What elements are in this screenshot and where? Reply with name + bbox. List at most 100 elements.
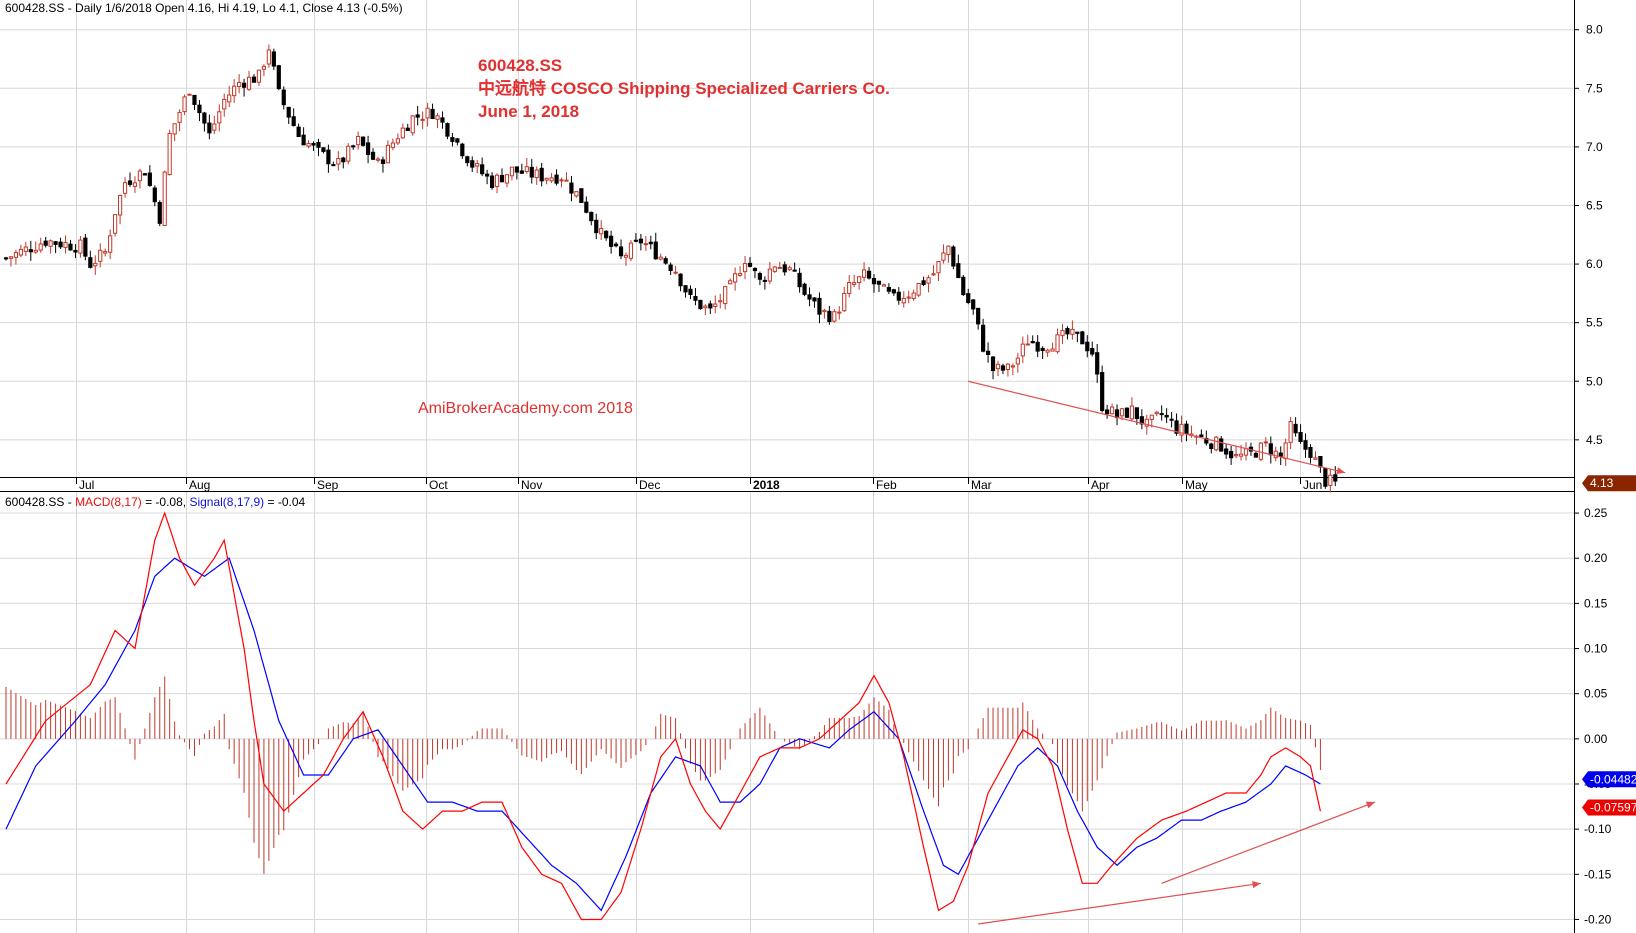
candle-body [1020,343,1025,357]
candle-body [961,276,966,296]
candle [237,74,242,94]
candle [1298,424,1303,444]
candle-body [142,173,147,176]
candle [1109,403,1115,415]
candle-body [1164,414,1169,418]
candle [698,299,703,310]
candle [837,306,842,320]
candle-body [341,157,346,163]
candle [351,144,356,150]
candle-body [306,142,311,147]
candle-body [321,147,326,152]
candle [13,249,19,265]
candle [584,196,589,214]
candle-body [539,167,544,182]
candle-body [1328,474,1333,486]
candle-body [430,108,435,120]
candle-body [990,356,996,372]
candle [871,274,877,293]
candle-body [177,111,182,123]
price-header-description: - Daily 1/6/2018 Open 4.16, Hi 4.19, Lo … [64,1,403,15]
macd-header-symbol: 600428.SS - [5,495,76,509]
candle-body [197,104,202,114]
candle-body [137,170,143,182]
candle [961,274,966,296]
candle [499,168,505,183]
price-header-symbol: 600428.SS [5,1,65,15]
candle-body [489,175,495,189]
candle [544,177,549,185]
candle-body [23,246,28,252]
candle-body [866,270,872,279]
price-y-tick-label: 5.5 [1586,316,1603,330]
candle-body [971,299,976,310]
candle [1179,415,1184,443]
candle [599,220,604,241]
candle-body [43,240,48,246]
candle [1233,445,1239,459]
candle-body [613,243,619,247]
candle [63,235,68,254]
candle-body [405,127,410,131]
candle [941,244,946,264]
candle-body [18,248,23,256]
candle-body [757,272,763,280]
x-tick-label: Dec [639,478,660,492]
candle [832,308,837,323]
candle-body [132,182,138,187]
candle [172,123,177,142]
candle [480,157,485,177]
candle [703,304,708,316]
candle [787,265,792,271]
candle [400,123,405,139]
candle [385,140,391,164]
candle [58,237,63,250]
candle [524,157,529,174]
macd-y-tick-label: -0.10 [1584,822,1612,836]
candle-body [911,292,916,300]
candle-body [514,166,519,173]
candle-body [192,94,197,105]
candle-body [122,182,128,194]
candle [822,308,827,319]
candle-body [504,174,510,184]
candle-body [1238,453,1244,457]
candle-body [837,311,842,314]
candle-body [673,271,678,274]
candle-body [88,257,93,268]
candle-body [1313,457,1318,460]
candle-body [117,194,123,216]
candle [901,291,906,308]
macd-y-tick-label: 0.25 [1584,506,1608,520]
candle [628,240,634,262]
candle [1333,466,1338,487]
signal-value-tag-text: -0.04482 [1590,772,1636,786]
x-tick-label: 2018 [753,478,780,492]
candle-body [648,241,653,245]
candle [485,169,490,185]
candle-body [202,112,207,124]
candle [931,265,936,276]
candle-body [445,123,450,137]
candle-body [861,269,867,278]
candle [88,250,93,269]
candle-body [1159,413,1164,416]
candle [162,170,167,226]
candle-body [271,51,276,67]
candle-body [475,162,480,167]
candle [336,151,341,171]
candle-body [946,245,951,256]
candle-body [1070,328,1075,335]
price-y-tick-label: 4.5 [1586,433,1603,447]
candle [693,287,698,306]
candle-body [1144,418,1149,427]
candle-body [926,277,931,284]
candle-body [574,191,579,197]
candle-body [638,238,643,244]
candle-body [435,115,440,120]
candle-body [385,144,391,164]
candle [921,276,926,287]
candle [648,235,653,250]
candle-body [33,249,38,253]
candle-body [896,291,901,301]
